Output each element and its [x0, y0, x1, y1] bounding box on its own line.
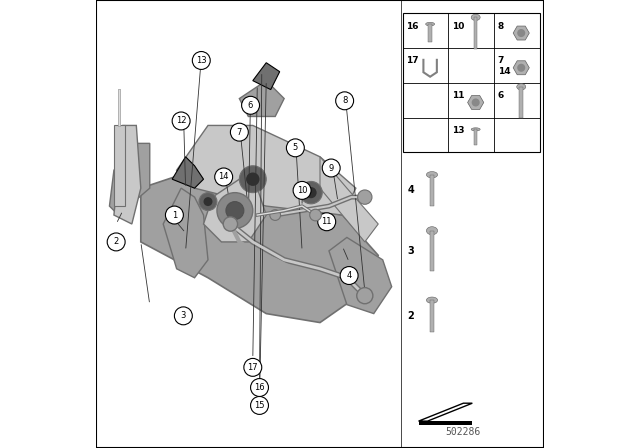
Circle shape — [293, 181, 311, 199]
Circle shape — [517, 29, 525, 37]
Ellipse shape — [426, 227, 438, 235]
Bar — [403, 13, 540, 152]
Text: 11: 11 — [452, 91, 465, 100]
Circle shape — [242, 96, 260, 114]
Text: 13: 13 — [452, 125, 465, 135]
Ellipse shape — [471, 14, 480, 21]
Bar — [430, 300, 435, 332]
Circle shape — [250, 379, 269, 396]
Text: 7: 7 — [237, 128, 242, 137]
Text: 502286: 502286 — [445, 427, 481, 437]
Bar — [430, 231, 435, 271]
Bar — [474, 129, 477, 145]
Circle shape — [287, 139, 305, 157]
Ellipse shape — [471, 128, 480, 131]
Text: 1: 1 — [172, 211, 177, 220]
Circle shape — [310, 209, 321, 221]
Polygon shape — [109, 143, 150, 215]
Circle shape — [230, 123, 248, 141]
Text: 14: 14 — [218, 172, 229, 181]
Circle shape — [174, 307, 193, 325]
Polygon shape — [114, 125, 141, 224]
Text: 4: 4 — [346, 271, 352, 280]
Polygon shape — [177, 125, 356, 215]
Polygon shape — [320, 157, 378, 242]
Text: 8: 8 — [342, 96, 348, 105]
Text: 9: 9 — [328, 164, 334, 172]
Text: 7
14: 7 14 — [497, 56, 510, 76]
Circle shape — [239, 166, 266, 193]
Bar — [114, 125, 125, 206]
Circle shape — [215, 168, 233, 186]
Circle shape — [318, 213, 336, 231]
Polygon shape — [329, 237, 392, 314]
Ellipse shape — [426, 297, 438, 303]
Ellipse shape — [516, 84, 525, 90]
Text: 15: 15 — [254, 401, 265, 410]
Polygon shape — [419, 403, 472, 421]
Circle shape — [108, 233, 125, 251]
Text: 12: 12 — [176, 116, 186, 125]
Circle shape — [250, 396, 269, 414]
Bar — [419, 421, 472, 425]
Text: 16: 16 — [406, 22, 419, 30]
Text: 6: 6 — [248, 101, 253, 110]
Circle shape — [336, 92, 354, 110]
Circle shape — [172, 112, 190, 130]
Bar — [430, 175, 435, 206]
Text: 5: 5 — [292, 143, 298, 152]
Circle shape — [358, 190, 372, 204]
Text: 2: 2 — [113, 237, 119, 246]
Circle shape — [340, 267, 358, 284]
Polygon shape — [239, 81, 284, 116]
Ellipse shape — [426, 22, 435, 26]
Text: 10: 10 — [297, 186, 307, 195]
Polygon shape — [141, 170, 378, 323]
Bar — [428, 24, 432, 42]
Ellipse shape — [426, 172, 438, 178]
Bar — [96, 0, 396, 430]
Polygon shape — [513, 61, 529, 75]
Circle shape — [356, 288, 373, 304]
Polygon shape — [253, 63, 280, 90]
Circle shape — [226, 202, 244, 220]
Circle shape — [305, 187, 317, 198]
Text: 13: 13 — [196, 56, 207, 65]
Polygon shape — [468, 95, 484, 109]
Polygon shape — [513, 26, 529, 40]
Text: 2: 2 — [407, 311, 414, 321]
Circle shape — [517, 64, 525, 72]
Text: 3: 3 — [180, 311, 186, 320]
Text: 10: 10 — [452, 22, 465, 30]
Bar — [520, 87, 523, 118]
Circle shape — [217, 193, 253, 228]
Text: 11: 11 — [321, 217, 332, 226]
Circle shape — [300, 181, 323, 204]
Circle shape — [246, 172, 260, 186]
Circle shape — [472, 99, 480, 107]
Circle shape — [223, 217, 237, 231]
Circle shape — [270, 210, 280, 220]
Circle shape — [204, 197, 212, 206]
Circle shape — [323, 159, 340, 177]
Polygon shape — [172, 157, 204, 188]
Bar — [474, 17, 477, 49]
Text: 17: 17 — [248, 363, 258, 372]
Circle shape — [165, 206, 184, 224]
Text: 8: 8 — [497, 22, 504, 30]
Polygon shape — [204, 179, 266, 242]
Circle shape — [193, 52, 211, 69]
Circle shape — [199, 193, 217, 211]
Circle shape — [244, 358, 262, 376]
Text: 17: 17 — [406, 56, 419, 65]
Text: 3: 3 — [407, 246, 414, 256]
Text: 4: 4 — [407, 185, 414, 195]
Text: 6: 6 — [497, 91, 504, 100]
Text: 16: 16 — [254, 383, 265, 392]
Polygon shape — [163, 188, 208, 278]
